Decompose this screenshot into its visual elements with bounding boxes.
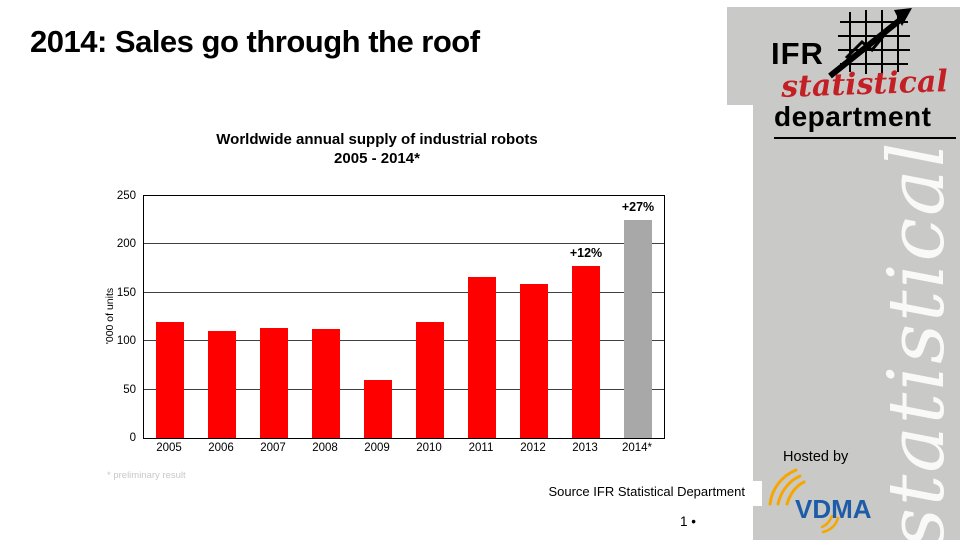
x-tick-label-2012: 2012: [520, 442, 546, 454]
gridline-150: [144, 291, 664, 293]
y-tick-label-200: 200: [116, 238, 136, 251]
right-sidebar-panel: [753, 7, 960, 540]
grid-arrow-chart-icon: [828, 8, 912, 85]
chart-subtitle: 2005 - 2014*: [334, 150, 420, 167]
annotation-label-2014*: +27%: [621, 200, 655, 215]
vdma-logo: VDMA: [762, 466, 880, 539]
bar-2006: [208, 330, 236, 438]
gridline-100: [144, 340, 664, 342]
x-axis-ticks: 2005 2006 2007 2008 2009 2010 2011 2012 2013 2014…: [143, 442, 663, 458]
plot-area: +12% +27%: [143, 195, 665, 439]
gridline-200: [144, 243, 664, 245]
x-tick-label-2006: 2006: [208, 442, 234, 454]
chart-title: Worldwide annual supply of industrial ro…: [216, 131, 538, 148]
annotation-label-2013: +12%: [569, 245, 603, 260]
bar-2005: [156, 321, 184, 438]
x-tick-label-2011: 2011: [468, 442, 494, 454]
y-tick-label-0: 0: [129, 432, 136, 444]
y-tick-label-150: 150: [116, 286, 136, 299]
ifr-logo-text: IFR: [771, 36, 824, 71]
statistical-watermark-text: statistical: [872, 140, 960, 548]
bar-2008: [312, 328, 340, 438]
bar-2012: [520, 284, 548, 438]
bar-2009: [364, 379, 392, 438]
source-box: Source IFR Statistical Department: [540, 481, 762, 506]
y-tick-label-50: 50: [123, 383, 136, 396]
slide-title: 2014: Sales go through the roof: [30, 24, 480, 59]
x-tick-label-2014*: 2014*: [621, 442, 653, 454]
x-tick-label-2013: 2013: [572, 442, 598, 454]
bar-2013: [572, 265, 600, 438]
source-text: Source IFR Statistical Department: [548, 484, 745, 499]
bar-2007: [260, 327, 288, 438]
x-tick-label-2009: 2009: [364, 442, 390, 454]
footnote: * preliminary result: [107, 470, 186, 481]
y-axis-ticks: 0 50 100 150 200 250: [98, 190, 136, 444]
page-number: 1 •: [680, 514, 696, 529]
x-tick-label-2005: 2005: [156, 442, 182, 454]
hosted-by-label: Hosted by: [783, 449, 849, 465]
bar-2014*: [624, 220, 652, 438]
x-tick-label-2008: 2008: [312, 442, 338, 454]
y-tick-label-100: 100: [116, 335, 136, 348]
bar-2010: [416, 321, 444, 438]
logo-statistical-text: statistical: [780, 64, 949, 105]
logo-department-text: department: [774, 101, 932, 132]
x-tick-label-2010: 2010: [416, 442, 442, 454]
bar-2011: [468, 277, 496, 438]
vdma-logo-text: VDMA: [795, 494, 872, 524]
logo-underline: [774, 137, 956, 139]
gridline-50: [144, 388, 664, 390]
y-tick-label-250: 250: [116, 190, 136, 202]
x-tick-label-2007: 2007: [260, 442, 286, 454]
